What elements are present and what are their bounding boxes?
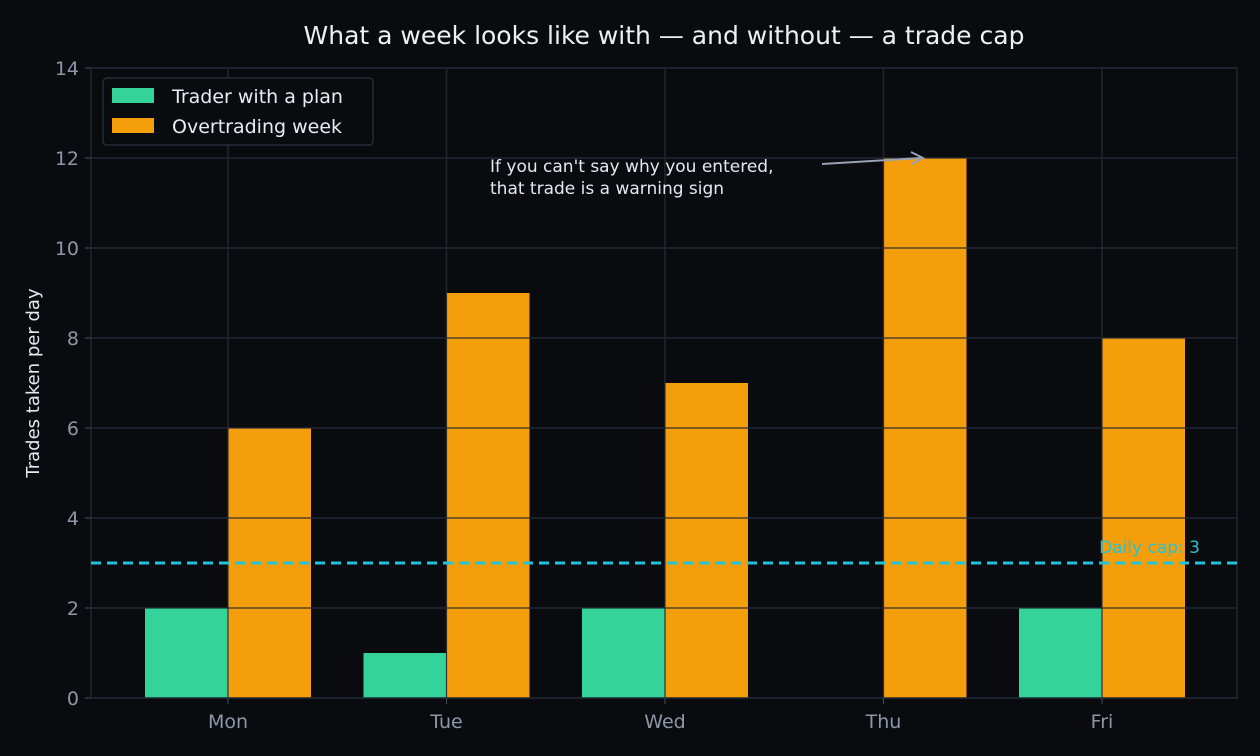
legend-swatch-plan	[112, 88, 154, 103]
overtrading-bar-tue	[446, 293, 530, 698]
y-tick-label-0: 0	[67, 688, 79, 710]
y-tick-label-2: 2	[67, 598, 79, 620]
annotation-arrowhead	[910, 151, 926, 165]
y-tick-label-14: 14	[55, 58, 79, 80]
plan-bar-wed	[582, 608, 665, 698]
annotation-line-1: If you can't say why you entered,	[490, 157, 773, 177]
y-tick-label-6: 6	[67, 418, 79, 440]
legend-label-plan: Trader with a plan	[171, 86, 343, 108]
legend: Trader with a plan Overtrading week	[102, 77, 374, 146]
chart-title: What a week looks like with — and withou…	[304, 21, 1025, 50]
daily-cap-line-group: Daily cap: 3	[91, 538, 1237, 565]
x-tick-label-mon: Mon	[208, 711, 248, 733]
y-tick-label-8: 8	[67, 328, 79, 350]
plan-bar-tue	[363, 653, 447, 698]
plan-bar-fri	[1019, 608, 1102, 698]
y-tick-label-12: 12	[55, 148, 79, 170]
axes-group: 0 2 4 6 8 10 12 14 Mon Tue Wed Thu Fri	[55, 58, 1238, 733]
overtrading-bar-wed	[665, 383, 748, 698]
plan-bar-mon	[145, 608, 228, 698]
y-tick-label-4: 4	[67, 508, 79, 530]
annotation-arrow-shaft	[821, 157, 922, 165]
annotation-line-2: that trade is a warning sign	[490, 179, 724, 199]
legend-label-overtrading: Overtrading week	[172, 116, 342, 138]
x-tick-label-wed: Wed	[644, 711, 685, 733]
legend-box	[102, 77, 374, 146]
bars-group	[91, 68, 1237, 698]
plot-frame	[90, 67, 1238, 699]
legend-swatch-overtrading	[112, 118, 154, 133]
x-tick-label-fri: Fri	[1091, 711, 1114, 733]
y-axis-label: Trades taken per day	[23, 288, 44, 479]
x-tick-label-thu: Thu	[865, 711, 902, 733]
x-tick-label-tue: Tue	[429, 711, 462, 733]
annotation-group: If you can't say why you entered,that tr…	[490, 151, 926, 199]
daily-cap-label: Daily cap: 3	[1099, 538, 1200, 558]
y-tick-label-10: 10	[55, 238, 79, 260]
